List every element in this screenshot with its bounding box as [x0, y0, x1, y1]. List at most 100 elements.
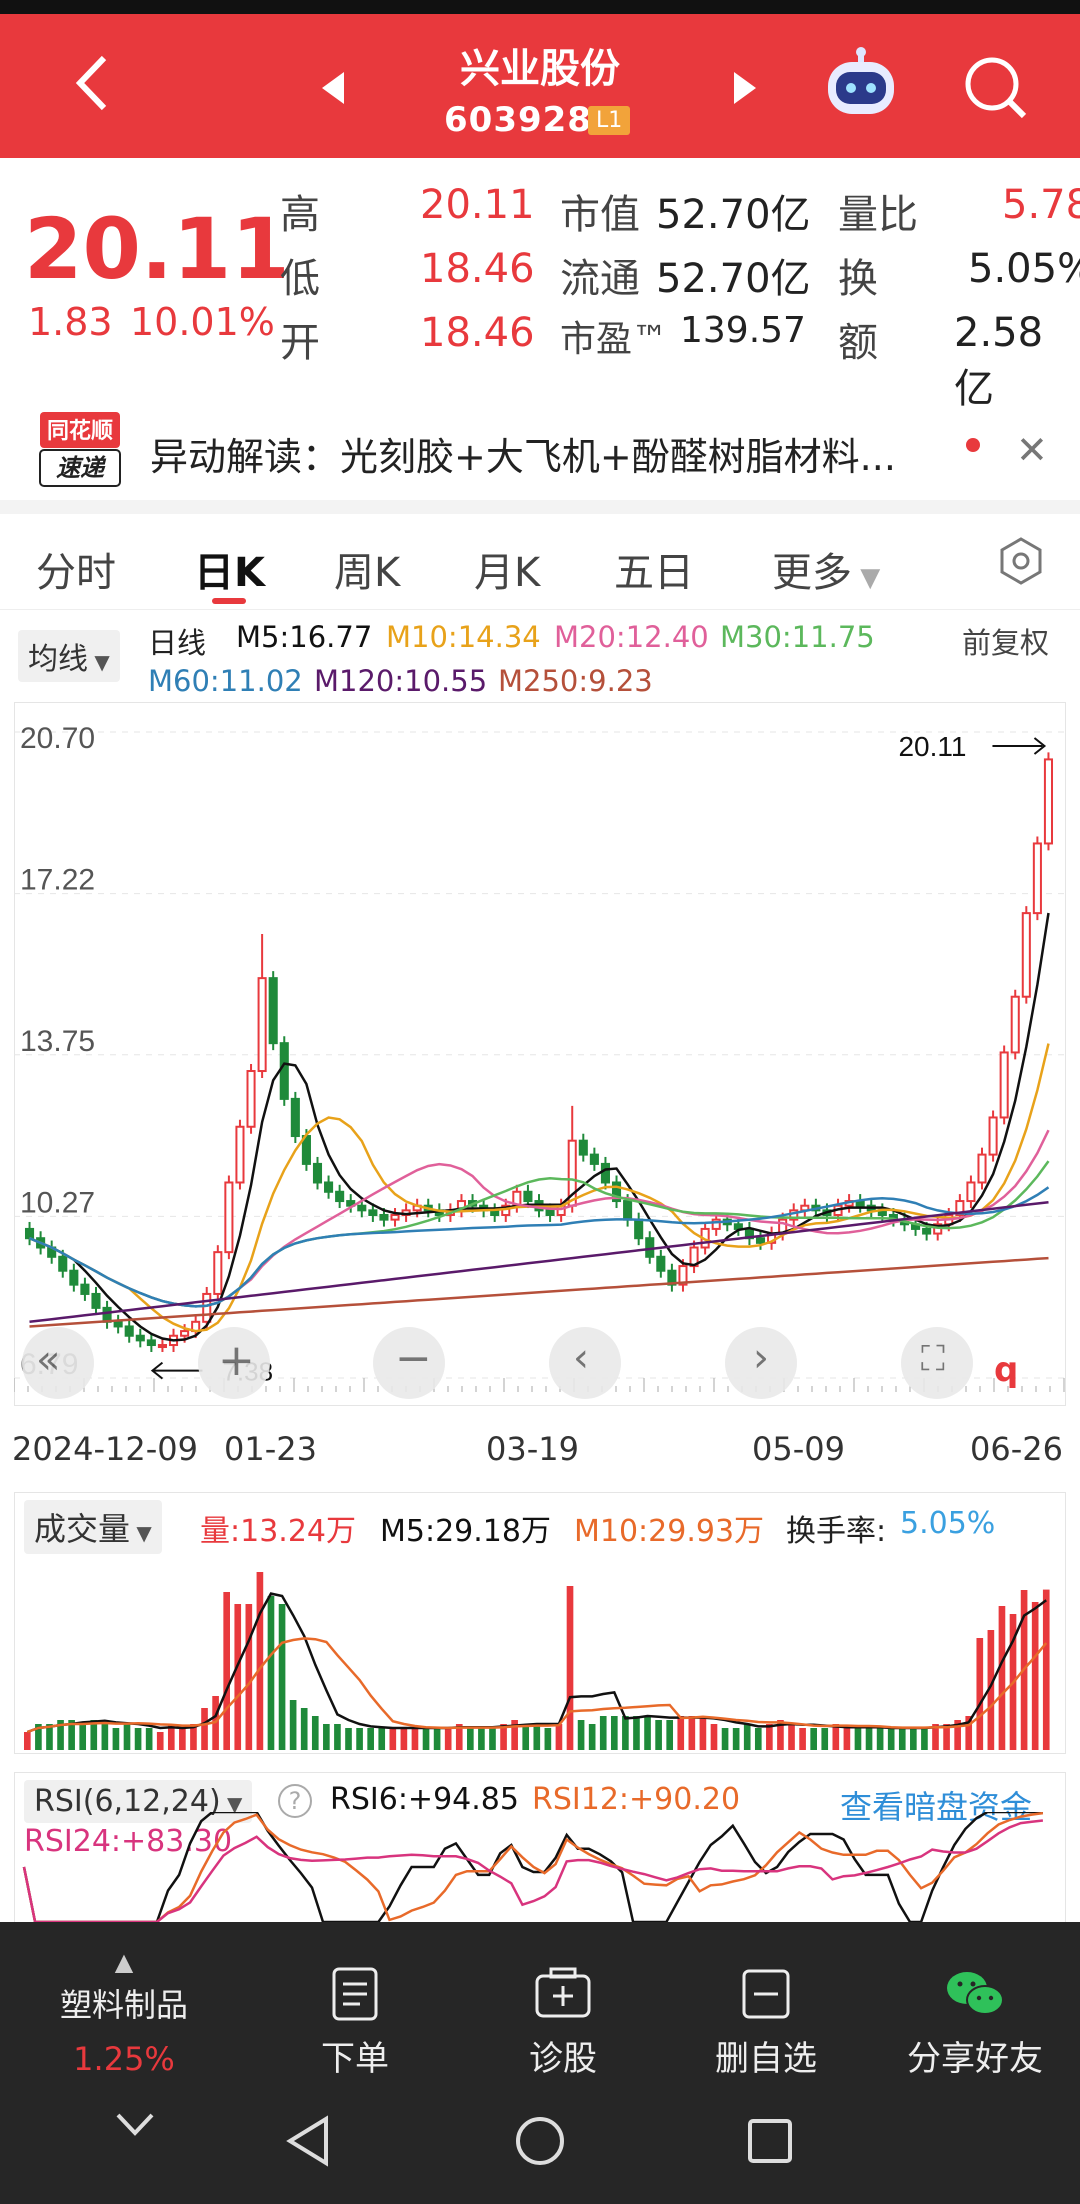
- volume-chart: [24, 1572, 1050, 1750]
- volume-bar: [921, 1728, 928, 1750]
- volume-bar: [35, 1724, 42, 1750]
- turnover-rate-label: 换手率:: [786, 1514, 887, 1549]
- fullscreen-button[interactable]: ⛶: [901, 1327, 973, 1399]
- candle-body: [80, 1283, 90, 1295]
- settings-hex-icon[interactable]: [996, 536, 1046, 586]
- volume-bar: [267, 1596, 275, 1750]
- m250-line: [29, 1256, 1049, 1328]
- news-ticker[interactable]: 同花顺 速递 异动解读：光刻胶+大飞机+酚醛树脂材料...: [0, 400, 1080, 500]
- collapse-icon[interactable]: [110, 2105, 160, 2145]
- volume-bar: [345, 1728, 352, 1750]
- volume-bar: [898, 1728, 906, 1750]
- unread-dot: [966, 438, 980, 452]
- volume-selector[interactable]: 成交量 ▼: [24, 1500, 162, 1554]
- volume-bar: [389, 1728, 397, 1750]
- volume-bar: [876, 1728, 884, 1750]
- diagnose-button[interactable]: 诊股: [508, 1966, 618, 2080]
- candle-body: [623, 1200, 633, 1221]
- tab-weekly-k[interactable]: 周K: [334, 550, 401, 596]
- news-headline[interactable]: 异动解读：光刻胶+大飞机+酚醛树脂材料...: [150, 435, 896, 479]
- volume-bar: [555, 1724, 563, 1750]
- ma250-value: M250:9.23: [498, 664, 653, 698]
- volume-bar: [799, 1728, 806, 1750]
- help-icon[interactable]: ?: [278, 1784, 312, 1818]
- close-icon[interactable]: ✕: [1016, 428, 1048, 472]
- rsi-panel[interactable]: [14, 1772, 1066, 1922]
- volume-bar: [865, 1728, 873, 1750]
- volume-bar: [289, 1700, 297, 1750]
- volume-bar: [79, 1724, 87, 1750]
- rewind-button[interactable]: «: [22, 1327, 94, 1399]
- volume-bar: [976, 1638, 984, 1750]
- volume-bar: [323, 1724, 330, 1750]
- nav-home-icon[interactable]: [514, 2115, 566, 2167]
- tab-more[interactable]: 更多 ▼: [772, 540, 880, 598]
- nav-recents-icon[interactable]: [746, 2117, 794, 2165]
- wechat-icon: [947, 1972, 1004, 2015]
- volume-bar: [566, 1586, 574, 1750]
- rsi6-value: RSI6:+94.85: [330, 1782, 519, 1817]
- rsi-selector[interactable]: RSI(6,12,24) ▼: [24, 1780, 253, 1823]
- volume-bar: [478, 1728, 485, 1750]
- volume-bar: [167, 1724, 175, 1750]
- volume-bar: [145, 1728, 153, 1750]
- scroll-left-button[interactable]: ‹: [549, 1327, 621, 1399]
- tab-five-day[interactable]: 五日: [614, 550, 694, 596]
- candle-body: [357, 1204, 367, 1212]
- candle-body: [113, 1320, 123, 1328]
- tab-intraday[interactable]: 分时: [36, 550, 116, 596]
- volume-bar: [599, 1716, 607, 1750]
- tab-daily-k[interactable]: 日K: [194, 550, 265, 596]
- volume-m10: M10:29.93万: [574, 1514, 765, 1549]
- volume-bar: [422, 1728, 430, 1750]
- volume-bar: [910, 1728, 917, 1750]
- period-label: 日线: [148, 626, 207, 660]
- low-value: 18.46: [420, 246, 535, 292]
- prev-stock-icon[interactable]: [318, 70, 348, 106]
- candle-body: [667, 1269, 677, 1286]
- volume-bar: [788, 1724, 795, 1750]
- adjust-mode[interactable]: 前复权: [962, 626, 1050, 660]
- volume-panel[interactable]: [14, 1492, 1066, 1754]
- nav-back-icon[interactable]: [284, 2115, 332, 2167]
- x-label-2: 03-19: [486, 1430, 579, 1468]
- volume-bar: [489, 1728, 496, 1750]
- back-icon[interactable]: [60, 48, 130, 118]
- candle-body: [711, 1218, 721, 1230]
- search-icon[interactable]: [960, 52, 1030, 122]
- tab-monthly-k[interactable]: 月K: [474, 550, 541, 596]
- kline-chart-frame[interactable]: [14, 702, 1066, 1406]
- float-cap-value: 52.70亿: [656, 256, 811, 302]
- candle-body: [368, 1209, 378, 1216]
- robot-assistant-icon[interactable]: [820, 44, 902, 120]
- candle-body: [24, 1227, 35, 1240]
- candle-body: [578, 1139, 588, 1156]
- scroll-right-button[interactable]: ›: [725, 1327, 797, 1399]
- order-label: 下单: [321, 2039, 389, 2079]
- volume-bar: [356, 1728, 363, 1750]
- turnover-value: 5.05%: [968, 246, 1080, 292]
- volume-bar: [467, 1728, 474, 1750]
- order-button[interactable]: 下单: [300, 1966, 410, 2080]
- candle-body: [312, 1162, 323, 1184]
- volume-bar: [954, 1720, 961, 1750]
- zoom-out-button[interactable]: −: [373, 1327, 445, 1399]
- dark-pool-link[interactable]: 查看暗盘资金: [840, 1788, 1033, 1826]
- volume-bar: [156, 1732, 164, 1750]
- period-tabs: 分时 日K 周K 月K 五日 更多 ▼: [0, 514, 1080, 610]
- sector-button[interactable]: ▲ 塑料制品 1.25%: [34, 1948, 214, 2088]
- top-bar: 兴业股份 603928 L1: [0, 0, 1080, 158]
- news-logo-top-text: 同花顺: [47, 418, 113, 444]
- price-change-pct: 10.01%: [130, 300, 275, 344]
- ma-selector[interactable]: 均线 ▼: [18, 630, 120, 682]
- candle-body: [69, 1269, 79, 1286]
- share-button[interactable]: 分享好友: [900, 1966, 1050, 2080]
- next-stock-icon[interactable]: [730, 70, 760, 106]
- zoom-in-button[interactable]: +: [198, 1327, 270, 1399]
- candle-body: [202, 1292, 212, 1323]
- candle-body: [977, 1153, 987, 1184]
- high-value: 20.11: [420, 182, 535, 228]
- remove-watchlist-button[interactable]: 删自选: [706, 1966, 826, 2080]
- double-chevron-left-icon: «: [36, 1337, 61, 1383]
